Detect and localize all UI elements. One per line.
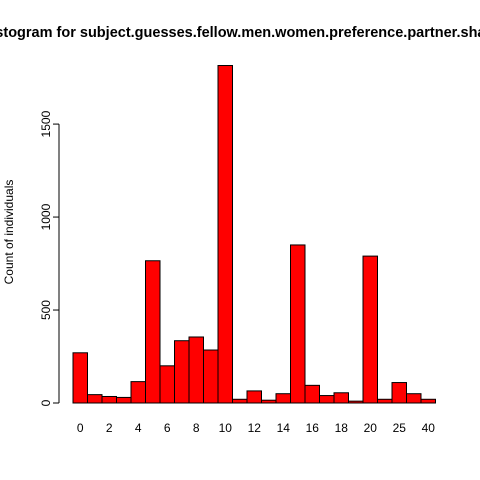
y-tick-label: 500: [39, 300, 53, 320]
bar: [362, 255, 378, 404]
bar: [290, 244, 306, 404]
bar: [406, 393, 422, 404]
x-tick-label: 2: [106, 421, 113, 435]
y-tick-label: 1500: [39, 110, 53, 137]
x-tick-label: 10: [219, 421, 233, 435]
bar: [72, 352, 88, 404]
y-axis: 0 500 1000 1500: [39, 110, 60, 406]
x-tick-label: 4: [135, 421, 142, 435]
bars-group: [72, 65, 436, 404]
bar: [333, 392, 349, 404]
x-tick-label: 40: [422, 421, 436, 435]
x-tick-label: 6: [164, 421, 171, 435]
bar: [101, 395, 117, 404]
bar: [304, 384, 320, 404]
bar: [188, 336, 204, 404]
bar: [203, 349, 219, 404]
bar: [145, 260, 161, 404]
x-tick-label: 25: [393, 421, 407, 435]
bar: [275, 393, 291, 404]
x-tick-label: 8: [193, 421, 200, 435]
x-tick-label: 12: [248, 421, 262, 435]
bar: [130, 381, 146, 404]
bar: [87, 394, 103, 404]
bar: [232, 398, 248, 404]
bar: [391, 382, 407, 404]
y-tick-label: 0: [39, 399, 53, 406]
x-tick-label: 14: [277, 421, 291, 435]
bar: [377, 398, 393, 404]
y-tick-label: 1000: [39, 203, 53, 230]
bar: [246, 390, 262, 404]
x-tick-label: 18: [335, 421, 349, 435]
bar: [420, 398, 436, 404]
bar: [348, 400, 364, 404]
bar: [217, 65, 233, 404]
bar: [174, 340, 190, 404]
x-tick-label: 0: [77, 421, 84, 435]
x-tick-label: 16: [306, 421, 320, 435]
x-tick-label: 20: [364, 421, 378, 435]
bar: [159, 365, 175, 404]
bar: [261, 399, 277, 404]
bar: [116, 396, 132, 404]
bar: [319, 395, 335, 404]
chart-title: Histogram for subject.guesses.fellow.men…: [0, 25, 480, 41]
y-axis-label: Count of individuals: [2, 180, 16, 285]
x-tick-labels: 0 2 4 6 8 10 12 14 16 18 20 25 40: [77, 421, 435, 435]
